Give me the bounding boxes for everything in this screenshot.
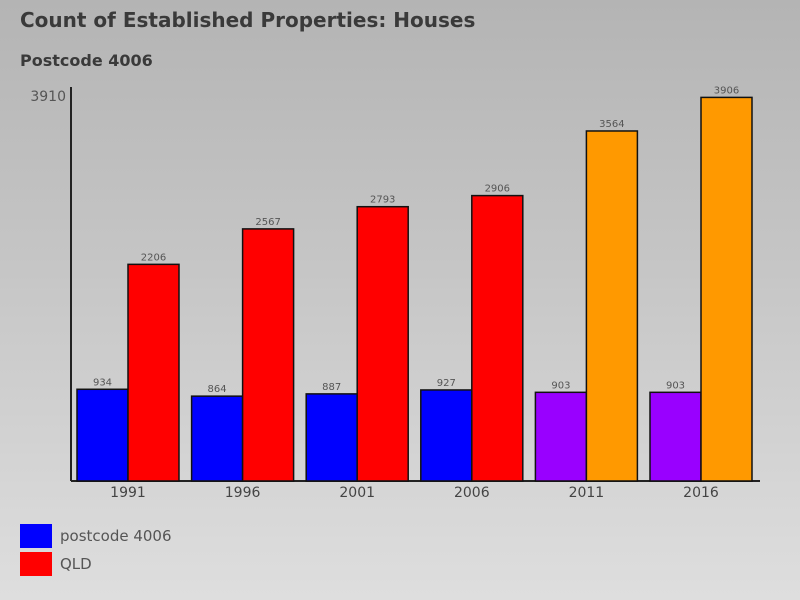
bar-1996-postcode <box>190 395 244 482</box>
bar-1991-qld <box>127 263 180 482</box>
data-label: 903 <box>551 380 570 391</box>
bar-2016-postcode <box>649 391 702 482</box>
y-tick-label: 3910 <box>30 89 66 105</box>
legend-item-qld: QLD <box>20 552 92 576</box>
chart-title: Count of Established Properties: Houses <box>20 8 476 32</box>
chart-subtitle: Postcode 4006 <box>20 51 153 70</box>
x-tick-label: 2016 <box>683 485 719 501</box>
x-tick-label: 1991 <box>110 485 146 501</box>
data-label: 2793 <box>370 195 395 206</box>
data-label: 2206 <box>141 252 166 263</box>
bar-1996-qld <box>241 228 295 482</box>
legend-item-postcode: postcode 4006 <box>20 524 172 548</box>
data-label: 2906 <box>485 184 510 195</box>
bar-2001-qld <box>356 205 409 482</box>
bar-2006-postcode <box>420 389 473 482</box>
data-label: 3906 <box>714 85 739 96</box>
bar-2016-qld <box>700 96 753 482</box>
data-label: 903 <box>666 380 685 391</box>
bar-1991-postcode <box>76 388 129 482</box>
bar-2006-qld <box>471 194 524 482</box>
bar-chart: 3910 934 2206 1991 864 2567 1996 887 2793 2001 927… <box>30 85 760 501</box>
data-label: 887 <box>322 382 341 393</box>
bar-2011-qld <box>585 130 639 482</box>
legend-label-qld: QLD <box>60 555 92 573</box>
data-label: 3564 <box>599 119 624 130</box>
data-label: 864 <box>208 384 227 395</box>
legend-swatch-postcode <box>20 524 52 548</box>
data-label: 2567 <box>255 217 280 228</box>
x-tick-label: 2001 <box>339 485 375 501</box>
legend-swatch-qld <box>20 552 52 576</box>
x-tick-label: 2011 <box>569 485 605 501</box>
legend-label-postcode: postcode 4006 <box>60 527 172 545</box>
data-label: 934 <box>93 377 112 388</box>
bar-2001-postcode <box>305 393 358 482</box>
bar-2011-postcode <box>534 391 588 482</box>
x-tick-label: 1996 <box>225 485 261 501</box>
data-label: 927 <box>437 378 456 389</box>
x-tick-label: 2006 <box>454 485 490 501</box>
